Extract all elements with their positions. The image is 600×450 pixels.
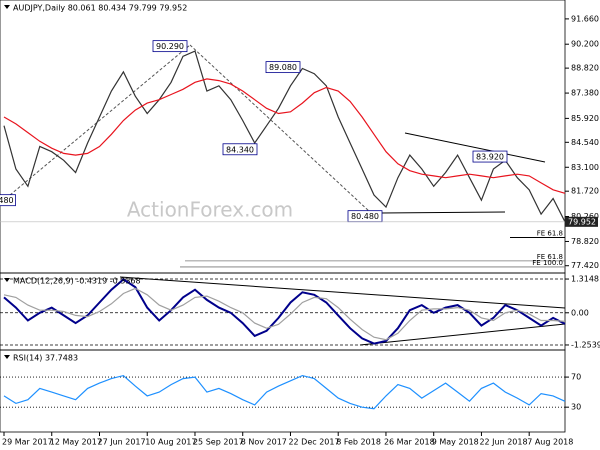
panel-title: MACD(12,26,9) -0.4319 -0.3368 <box>13 277 141 286</box>
trendline <box>9 44 191 196</box>
trendline <box>359 323 566 346</box>
annotation-label: 89.080 <box>269 63 297 72</box>
y-tick-label: 84.540 <box>571 138 599 147</box>
panel-title: RSI(14) 37.7483 <box>13 354 78 363</box>
panel-frame <box>0 349 566 433</box>
annotation-box <box>472 150 508 163</box>
y-tick-label: 81.720 <box>571 187 599 196</box>
x-tick-label: 27 Jun 2017 <box>97 438 145 447</box>
x-tick-label: 29 Mar 2017 <box>2 438 53 447</box>
x-tick-label: 12 May 2017 <box>50 438 102 447</box>
x-tick-label: 7 Aug 2018 <box>527 438 573 447</box>
trendlines <box>9 44 566 346</box>
series-line <box>3 78 566 194</box>
x-tick-label: 9 May 2018 <box>432 438 479 447</box>
panel-title: AUDJPY,Daily 80.061 80.434 79.799 79.952 <box>13 4 187 13</box>
y-tick-label: 80.260 <box>571 212 599 221</box>
trendline <box>189 44 371 213</box>
y-tick-label: 0.00 <box>571 308 589 317</box>
series-line <box>3 374 566 410</box>
fe-label: FE 61.8 <box>537 253 563 261</box>
title-icon <box>4 355 10 359</box>
title-icon <box>4 278 10 282</box>
y-tick-label: 77.420 <box>571 261 599 270</box>
series-line <box>3 50 566 223</box>
annotation-box <box>152 40 188 53</box>
y-tick-label: 91.660 <box>571 14 599 23</box>
annotation-label: 480 <box>0 196 14 205</box>
y-tick-label: 85.920 <box>571 114 599 123</box>
y-tick-label: 70 <box>571 373 581 382</box>
y-tick-label: 87.380 <box>571 89 599 98</box>
annotation-label: 83.920 <box>476 153 504 162</box>
y-tick-label: 83.100 <box>571 163 599 172</box>
series-line <box>3 278 566 345</box>
y-tick-label: 1.3148 <box>571 275 599 284</box>
trendline <box>404 132 546 163</box>
x-tick-label: 8 Feb 2018 <box>336 438 381 447</box>
trendline <box>119 276 566 309</box>
annotation-box <box>222 143 258 156</box>
y-tick-label: 78.820 <box>571 237 599 246</box>
fe-label: FE 100.0 <box>532 259 563 267</box>
x-tick-label: 22 Jun 2018 <box>479 438 527 447</box>
y-tick-label: 88.820 <box>571 64 599 73</box>
x-tick-label: 8 Nov 2017 <box>241 438 287 447</box>
x-tick-label: 25 Sep 2017 <box>193 438 244 447</box>
fe-label: FE 61.8 <box>537 229 563 237</box>
y-tick-label: -1.2539 <box>571 340 600 349</box>
price-tag <box>565 216 598 227</box>
x-tick-label: 10 Aug 2017 <box>145 438 196 447</box>
y-tick-label: 90.200 <box>571 40 599 49</box>
annotation-box <box>0 194 16 207</box>
annotation-label: 80.480 <box>351 212 379 221</box>
annotation-box <box>265 61 301 74</box>
series-line <box>3 287 566 341</box>
price-tag-label: 79.952 <box>568 217 596 226</box>
watermark: ActionForex.com <box>127 198 293 222</box>
x-tick-label: 22 Dec 2017 <box>288 438 339 447</box>
x-tick-label: 26 Mar 2018 <box>384 438 435 447</box>
title-icon <box>4 5 10 9</box>
annotation-label: 84.340 <box>226 145 254 154</box>
y-tick-label: 30 <box>571 403 581 412</box>
annotation-label: 90.290 <box>156 42 184 51</box>
trendline <box>379 211 506 214</box>
